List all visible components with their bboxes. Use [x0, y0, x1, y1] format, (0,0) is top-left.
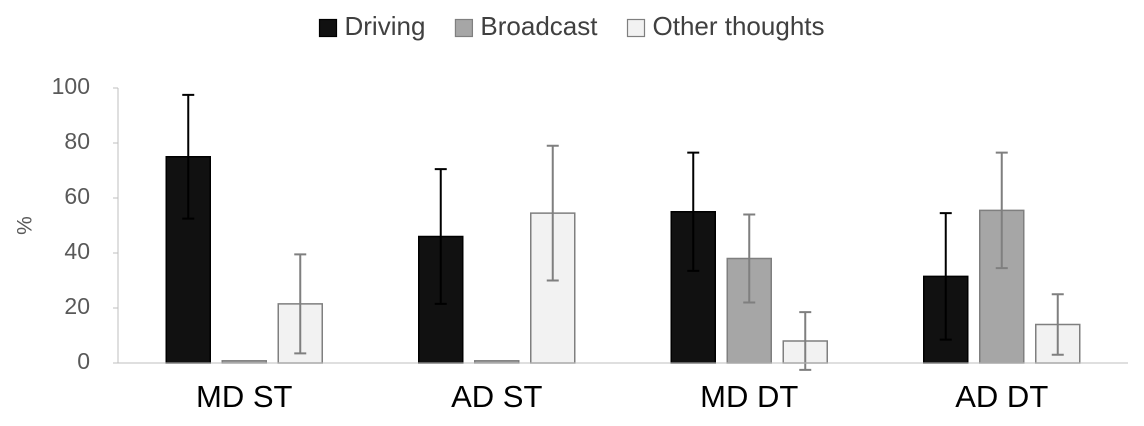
legend-label: Broadcast: [480, 11, 598, 41]
legend-label: Other thoughts: [653, 11, 825, 41]
error-bar: [182, 93, 195, 220]
bars: [165, 93, 1081, 371]
legend: Driving Broadcast Other thoughts: [318, 11, 825, 41]
x-category-label: MD ST: [196, 379, 293, 414]
y-tick-label: 20: [64, 293, 90, 319]
error-bar: [743, 213, 756, 304]
error-bar: [294, 253, 307, 355]
x-axis-labels: MD ST AD ST MD DT AD DT: [196, 379, 1048, 414]
y-axis-ticks: 0 20 40 60 80 100: [52, 73, 118, 374]
y-tick-label: 100: [52, 73, 90, 99]
error-bar: [434, 168, 447, 305]
legend-swatch: [626, 18, 646, 38]
y-tick-label: 80: [64, 128, 90, 154]
y-tick-label: 40: [64, 238, 90, 264]
y-tick-label: 0: [77, 348, 90, 374]
x-category-label: MD DT: [700, 379, 798, 414]
legend-label: Driving: [345, 11, 426, 41]
error-bar: [687, 151, 700, 272]
error-bar: [546, 144, 559, 282]
error-bar: [939, 212, 952, 341]
error-bar: [1051, 293, 1064, 356]
y-axis-title: %: [14, 216, 37, 235]
x-category-label: AD DT: [955, 379, 1048, 414]
x-category-label: AD ST: [451, 379, 542, 414]
y-tick-label: 60: [64, 183, 90, 209]
error-bar: [995, 151, 1008, 270]
legend-swatch: [454, 18, 474, 38]
error-bar: [799, 311, 812, 371]
legend-swatch: [318, 18, 338, 38]
